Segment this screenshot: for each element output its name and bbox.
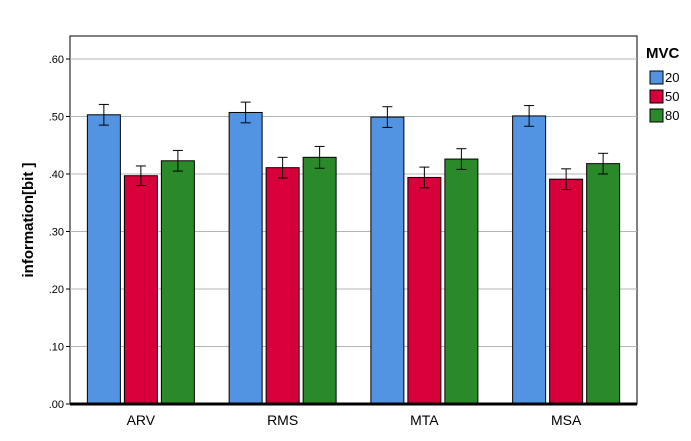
y-tick-label: .40: [49, 169, 64, 181]
legend-label-80: 80: [665, 108, 679, 123]
y-tick-label: .50: [49, 112, 64, 124]
legend-title: MVC: [646, 45, 680, 62]
legend-swatch-80: [649, 108, 664, 123]
y-axis-title: information[bit ]: [20, 163, 37, 278]
legend-label-20: 20: [665, 70, 679, 85]
x-tick-label: ARV: [127, 412, 156, 428]
legend-swatch-50: [649, 89, 664, 104]
y-tick-label: .30: [49, 227, 64, 239]
bars: [86, 101, 621, 405]
y-tick-label: .20: [49, 284, 64, 296]
y-tick-label: .60: [49, 54, 64, 66]
legend-label-50: 50: [665, 89, 679, 104]
bar-arv-80: [160, 160, 195, 405]
y-tick-label: .10: [49, 342, 64, 354]
y-tick-label: .00: [49, 399, 64, 411]
bar-rms-50: [265, 167, 300, 405]
x-tick-label: MSA: [551, 412, 582, 428]
legend: MVC 20 50 80: [646, 45, 680, 123]
x-tick-label: RMS: [267, 412, 298, 428]
bar-msa-80: [586, 163, 621, 405]
bar-mta-20: [370, 116, 405, 405]
bar-arv-50: [123, 175, 158, 405]
x-tick-label: MTA: [410, 412, 439, 428]
bar-mta-80: [444, 158, 479, 405]
bar-msa-20: [512, 115, 547, 405]
bar-arv-20: [86, 114, 121, 405]
bar-rms-80: [302, 156, 337, 405]
legend-swatch-20: [649, 70, 664, 85]
bar-mta-50: [407, 176, 442, 405]
bar-rms-20: [228, 111, 263, 405]
bar-msa-50: [549, 178, 584, 405]
axes: .00 .10 .20 .30 .40 .50 .60 ARV RMS MTA MSA: [49, 54, 637, 428]
